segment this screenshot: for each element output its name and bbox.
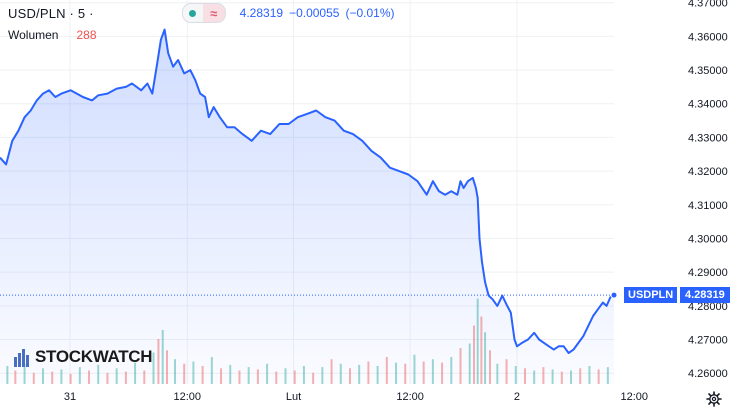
y-tick-label: 4.29000 [688, 267, 728, 279]
bar-chart-logo-icon [14, 349, 29, 367]
last-price-symbol-tag: USDPLN [624, 287, 678, 304]
volume-value: 288 [76, 28, 97, 42]
legend: USD/PLN · 5 · ≈ 4.28319 −0.00055 (−0.01%… [8, 3, 395, 44]
legend-symbol-row: USD/PLN · 5 · ≈ 4.28319 −0.00055 (−0.01%… [8, 3, 395, 23]
y-tick-label: 4.37000 [688, 0, 728, 10]
volume-label[interactable]: Wolumen [8, 28, 59, 42]
y-tick-label: 4.35000 [688, 65, 728, 77]
legend-change: −0.00055 [289, 6, 340, 20]
market-open-dot-icon [182, 4, 203, 22]
x-tick-label: 12:00 [174, 391, 202, 403]
y-tick-label: 4.26000 [688, 368, 728, 380]
y-tick-label: 4.33000 [688, 132, 728, 144]
price-line [0, 28, 615, 354]
x-tick-label: Lut [286, 391, 301, 403]
x-tick-label: 12:00 [396, 391, 424, 403]
gear-icon[interactable] [706, 391, 722, 407]
y-tick-label: 4.31000 [688, 200, 728, 212]
price-area [0, 29, 614, 384]
legend-change-pct: (−0.01%) [345, 6, 395, 20]
symbol-label[interactable]: USD/PLN · 5 · [8, 5, 94, 21]
y-tick-label: 4.34000 [688, 99, 728, 111]
last-price-value-tag: 4.28319 [680, 287, 730, 304]
x-tick-label: 31 [64, 391, 76, 403]
logo-text: STOCKWATCH [35, 347, 153, 366]
x-axis[interactable]: 31 12:00 Lut 12:00 2 12:00 [64, 391, 648, 403]
y-tick-label: 4.36000 [688, 31, 728, 43]
y-axis[interactable]: 4.26000 4.27000 4.28000 4.29000 4.30000 4.310… [688, 0, 728, 380]
x-tick-label: 12:00 [620, 391, 648, 403]
y-tick-label: 4.32000 [688, 166, 728, 178]
legend-volume-row: Wolumen 288 [8, 26, 394, 44]
y-tick-label: 4.30000 [688, 233, 728, 245]
x-tick-label: 2 [514, 391, 520, 403]
last-price-dot [610, 291, 618, 299]
legend-price: 4.28319 [239, 6, 284, 20]
market-status-pill[interactable]: ≈ [181, 3, 226, 23]
stockwatch-logo: STOCKWATCH [14, 345, 153, 369]
y-tick-label: 4.27000 [688, 335, 728, 347]
wave-icon: ≈ [202, 4, 225, 22]
y-tick-label: 4.28000 [688, 301, 728, 313]
